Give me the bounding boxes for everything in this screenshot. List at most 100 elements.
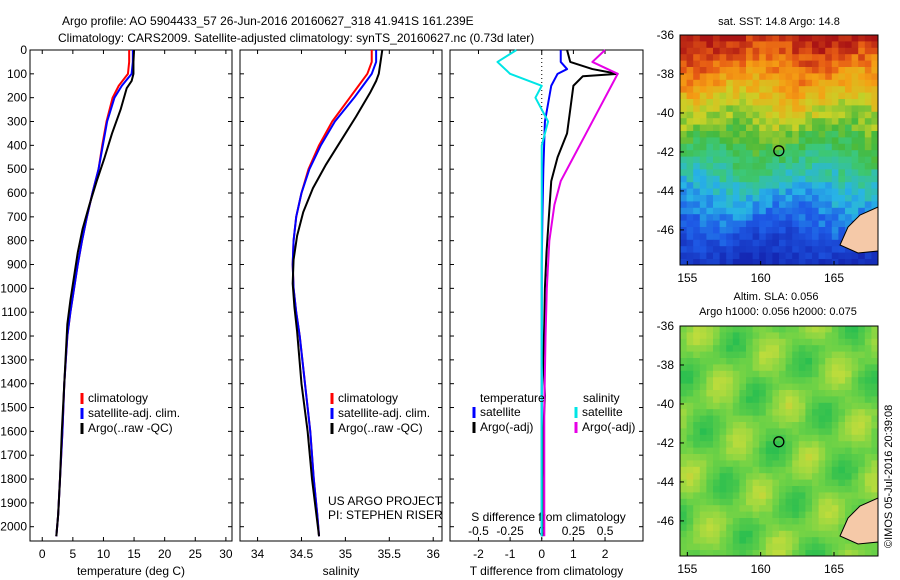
heatmap-cell	[818, 163, 826, 170]
heatmap-cell	[746, 163, 753, 170]
heatmap-cell	[818, 79, 826, 87]
heatmap-cell	[699, 182, 707, 189]
heatmap-cell	[732, 246, 740, 253]
heatmap-cell	[845, 86, 852, 93]
heatmap-cell	[779, 73, 786, 81]
heatmap-cell	[851, 492, 859, 500]
heatmap-cell	[746, 233, 753, 241]
heatmap-cell	[812, 99, 819, 106]
heatmap-cell	[798, 131, 806, 138]
heatmap-cell	[759, 434, 767, 442]
heatmap-cell	[713, 524, 720, 532]
heatmap-cell	[825, 402, 833, 410]
heatmap-cell	[858, 498, 866, 506]
heatmap-cell	[746, 358, 753, 365]
heatmap-cell	[825, 137, 833, 145]
heatmap-cell	[792, 518, 800, 525]
heatmap-cell	[739, 169, 747, 177]
heatmap-cell	[739, 530, 747, 538]
heatmap-cell	[732, 239, 740, 247]
heatmap-cell	[699, 143, 707, 151]
heatmap-cell	[779, 239, 786, 247]
heatmap-cell	[739, 543, 747, 551]
heatmap-cell	[713, 79, 720, 87]
heatmap-cell	[864, 345, 872, 352]
heatmap-cell	[719, 41, 727, 49]
heatmap-cell	[726, 41, 734, 49]
heatmap-cell	[732, 543, 740, 551]
heatmap-cell	[792, 492, 800, 500]
heatmap-cell	[845, 402, 852, 410]
heatmap-cell	[831, 35, 839, 42]
heatmap-cell	[686, 518, 694, 525]
heatmap-cell	[812, 402, 819, 410]
heatmap-cell	[864, 252, 872, 260]
heatmap-cell	[825, 358, 833, 365]
heatmap-cell	[680, 345, 687, 352]
heatmap-cell	[680, 233, 687, 241]
heatmap-cell	[693, 351, 701, 359]
heatmap-cell	[772, 86, 780, 93]
heatmap-cell	[680, 454, 687, 461]
heatmap-cell	[765, 163, 773, 170]
heatmap-cell	[693, 118, 701, 125]
heatmap-cell	[831, 47, 839, 55]
heatmap-cell	[772, 345, 780, 352]
heatmap-cell	[726, 358, 734, 365]
heatmap-cell	[765, 35, 773, 42]
heatmap-cell	[693, 156, 701, 164]
heatmap-cell	[686, 434, 694, 442]
heatmap-cell	[739, 505, 747, 512]
heatmap-cell	[871, 195, 878, 202]
heatmap-cell	[818, 201, 826, 209]
heatmap-cell	[765, 358, 773, 365]
heatmap-cell	[746, 118, 753, 125]
heatmap-cell	[825, 214, 833, 221]
heatmap-cell	[746, 188, 753, 196]
heatmap-cell	[851, 473, 859, 480]
heatmap-cell	[825, 252, 833, 260]
heatmap-cell	[798, 99, 806, 106]
heatmap-cell	[746, 511, 753, 519]
heatmap-cell	[686, 239, 694, 247]
heatmap-cell	[785, 35, 793, 42]
heatmap-cell	[838, 422, 846, 429]
heatmap-cell	[765, 143, 773, 151]
heatmap-cell	[765, 422, 773, 429]
heatmap-cell	[818, 370, 826, 378]
y-tick-label: 1200	[0, 329, 27, 343]
heatmap-cell	[706, 332, 714, 340]
heatmap-cell	[765, 377, 773, 384]
heatmap-cell	[686, 41, 694, 49]
heatmap-cell	[772, 383, 780, 391]
heatmap-cell	[825, 537, 833, 544]
heatmap-cell	[785, 434, 793, 442]
heatmap-cell	[699, 377, 707, 384]
heatmap-cell	[680, 492, 687, 500]
heatmap-cell	[759, 364, 767, 372]
heatmap-cell	[798, 409, 806, 416]
heatmap-cell	[792, 105, 800, 113]
heatmap-cell	[818, 326, 826, 333]
heatmap-cell	[779, 118, 786, 125]
heatmap-cell	[818, 111, 826, 119]
heatmap-cell	[864, 105, 872, 113]
heatmap-cell	[699, 550, 707, 556]
heatmap-cell	[864, 111, 872, 119]
heatmap-cell	[713, 466, 720, 474]
heatmap-cell	[680, 428, 687, 436]
heatmap-cell	[864, 67, 872, 74]
heatmap-cell	[739, 434, 747, 442]
heatmap-cell	[713, 150, 720, 157]
heatmap-cell	[759, 505, 767, 512]
heatmap-cell	[732, 447, 740, 455]
heatmap-cell	[693, 195, 701, 202]
heatmap-cell	[706, 220, 714, 228]
heatmap-cell	[858, 252, 866, 260]
heatmap-cell	[739, 332, 747, 340]
heatmap-cell	[699, 505, 707, 512]
heatmap-cell	[805, 530, 813, 538]
heatmap-cell	[858, 169, 866, 177]
heatmap-cell	[732, 252, 740, 260]
heatmap-cell	[812, 396, 819, 404]
